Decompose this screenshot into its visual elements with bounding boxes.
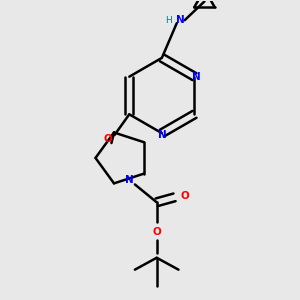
Text: O: O	[152, 227, 161, 237]
Text: O: O	[180, 191, 189, 201]
Text: N: N	[176, 15, 185, 25]
Text: N: N	[192, 72, 201, 82]
Text: O: O	[103, 134, 112, 144]
Text: H: H	[165, 16, 172, 25]
Text: N: N	[124, 176, 133, 185]
Text: N: N	[158, 130, 166, 140]
